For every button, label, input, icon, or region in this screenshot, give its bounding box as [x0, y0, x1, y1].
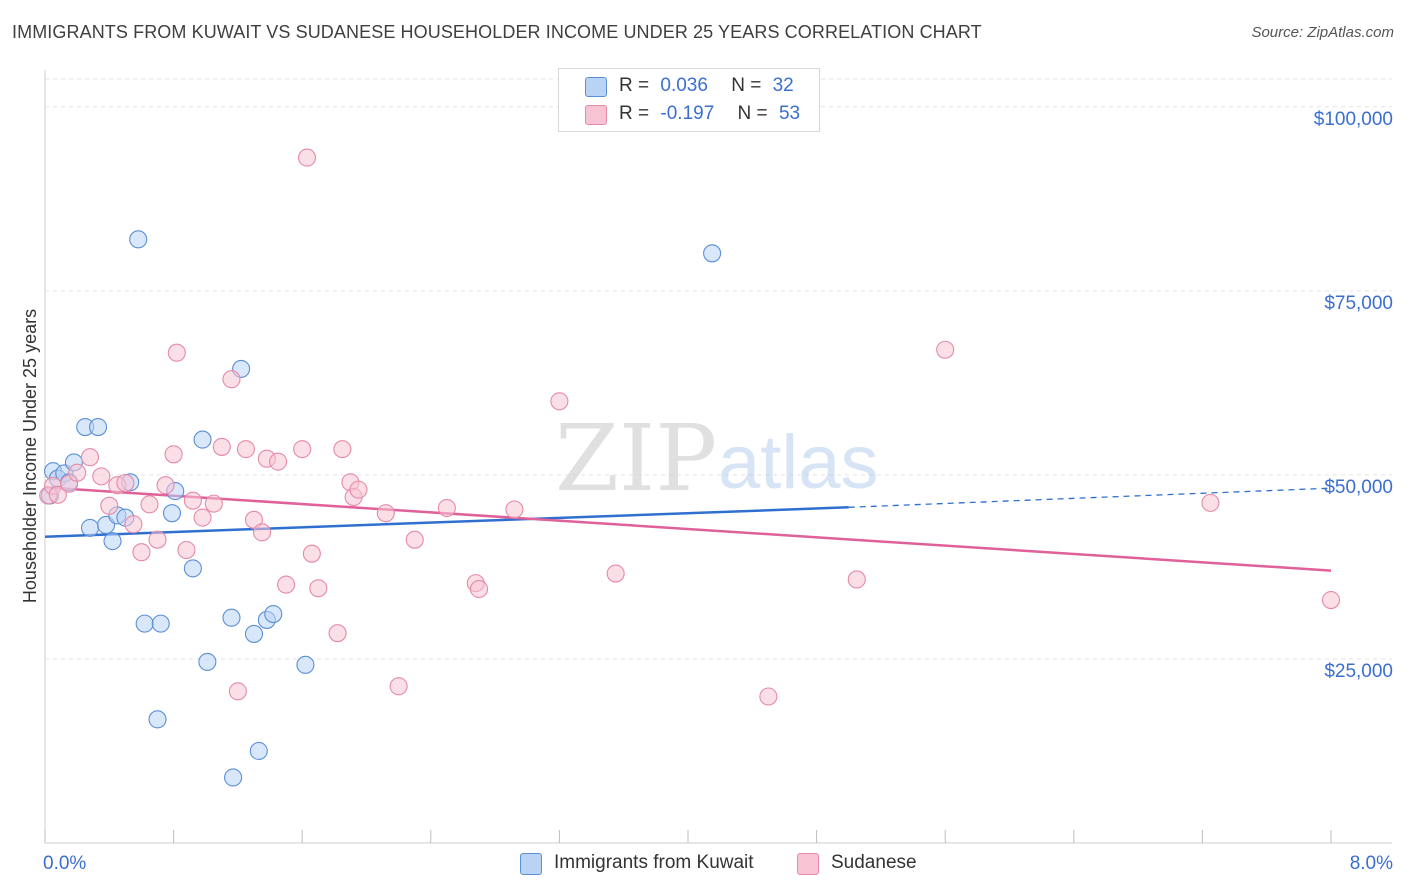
legend-r-label: R =	[619, 103, 650, 124]
sudanese-point	[333, 440, 352, 459]
kuwait-point	[198, 652, 217, 671]
kuwait-point	[129, 230, 148, 249]
kuwait-legend-label: Immigrants from Kuwait	[554, 852, 754, 873]
sudanese-point	[505, 500, 524, 519]
sudanese-point	[48, 485, 67, 504]
y-tick-label: $50,000	[1324, 477, 1393, 498]
y-tick-label: $100,000	[1314, 109, 1393, 130]
sudanese-point	[156, 476, 175, 495]
watermark-zip: ZIP	[555, 405, 717, 512]
sudanese-point	[437, 498, 456, 518]
sudanese-point	[606, 564, 625, 583]
sudanese-point	[302, 544, 321, 563]
kuwait-point	[296, 655, 315, 674]
kuwait-point	[135, 614, 154, 633]
sudanese-point	[116, 473, 135, 493]
sudanese-legend-label: Sudanese	[831, 852, 917, 873]
sudanese-point	[204, 494, 223, 513]
sudanese-point	[405, 530, 424, 549]
kuwait-swatch	[585, 77, 607, 97]
legend-n-label: N =	[731, 75, 762, 96]
sudanese-point	[293, 440, 312, 459]
sudanese-point	[349, 480, 368, 499]
sudanese-point	[550, 392, 569, 411]
sudanese-point	[222, 370, 241, 389]
x-tick-label-min: 0.0%	[43, 853, 86, 874]
kuwait-point	[162, 504, 182, 523]
sudanese-point	[124, 515, 143, 534]
kuwait-point	[151, 614, 170, 633]
sudanese-point	[469, 579, 489, 599]
sudanese-trendline	[44, 486, 1332, 572]
sudanese-point	[140, 495, 159, 514]
kuwait-point	[148, 710, 167, 729]
legend-n-value: 53	[778, 103, 801, 124]
sudanese-point	[759, 687, 778, 706]
sudanese-point	[80, 448, 100, 467]
sudanese-point	[376, 504, 395, 523]
axes	[44, 70, 1392, 844]
y-axis-label: Householder Income Under 25 years	[20, 309, 40, 603]
sudanese-point	[297, 148, 317, 167]
sudanese-point	[1201, 493, 1220, 512]
sudanese-point	[164, 445, 183, 464]
legend-r-value: 0.036	[660, 75, 708, 96]
sudanese-point	[167, 343, 186, 362]
chart-title: IMMIGRANTS FROM KUWAIT VS SUDANESE HOUSE…	[12, 22, 982, 42]
sudanese-point	[68, 463, 87, 482]
kuwait-point	[264, 604, 283, 624]
sudanese-legend-swatch	[797, 853, 819, 875]
sudanese-point	[309, 579, 328, 598]
source-label: Source: ZipAtlas.com	[1251, 24, 1394, 41]
kuwait-legend-swatch	[520, 853, 542, 875]
kuwait-point	[103, 532, 122, 551]
tick-labels: $25,000 $50,000 $75,000 $100,000 0.0% 8.0% Hou…	[20, 109, 1393, 874]
sudanese-point	[1321, 591, 1341, 610]
sudanese-point	[847, 570, 866, 589]
sudanese-point	[277, 575, 296, 594]
kuwait-trendline-extension	[848, 487, 1332, 508]
sudanese-point	[132, 543, 151, 562]
kuwait-point	[703, 244, 722, 263]
sudanese-point	[193, 508, 212, 527]
y-tick-label: $25,000	[1324, 661, 1393, 682]
sudanese-point	[100, 496, 119, 515]
watermark-atlas: atlas	[718, 420, 879, 505]
sudanese-point	[183, 491, 202, 510]
sudanese-point	[177, 540, 196, 560]
sudanese-point	[212, 437, 231, 456]
kuwait-point	[249, 741, 268, 761]
data-points	[39, 148, 1341, 787]
kuwait-point	[193, 430, 212, 449]
kuwait-point	[244, 624, 264, 643]
stats-legend: R = 0.036 N = 32 R = -0.197 N = 53	[558, 68, 820, 132]
sudanese-point	[148, 530, 167, 549]
kuwait-point	[88, 418, 108, 437]
legend-row-sudanese-text: R = -0.197 N = 53	[619, 103, 800, 125]
sudanese-swatch	[585, 105, 607, 125]
y-tick-label: $75,000	[1324, 293, 1393, 314]
kuwait-point	[80, 518, 100, 537]
legend-n-label: N =	[737, 103, 768, 124]
kuwait-point	[224, 768, 243, 787]
trend-lines	[44, 486, 1332, 572]
kuwait-trendline	[44, 506, 849, 538]
sudanese-point	[389, 677, 408, 696]
legend-row-kuwait-text: R = 0.036 N = 32	[619, 75, 794, 97]
sudanese-point	[92, 467, 111, 486]
legend-n-value: 32	[772, 75, 794, 96]
sudanese-point	[228, 682, 247, 701]
sudanese-point	[236, 440, 255, 459]
kuwait-point	[183, 559, 202, 578]
sudanese-point	[328, 624, 347, 643]
kuwait-point	[222, 608, 241, 627]
legend-r-value: -0.197	[660, 103, 715, 124]
sudanese-point	[936, 340, 955, 359]
sudanese-point	[269, 452, 288, 471]
legend-r-label: R =	[619, 75, 650, 96]
sudanese-point	[252, 523, 272, 542]
x-tick-label-max: 8.0%	[1350, 853, 1393, 874]
